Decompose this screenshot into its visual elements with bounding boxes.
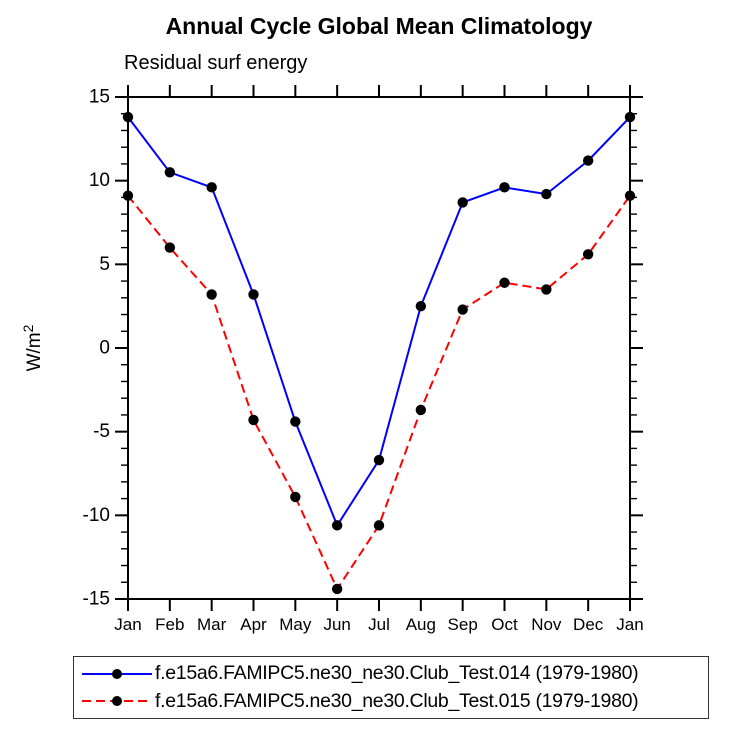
x-axis-tick-label: Oct [491, 615, 518, 634]
data-point-marker-0 [373, 454, 385, 466]
legend-marker-icon [112, 668, 122, 679]
data-point-marker-1 [541, 284, 552, 295]
data-point-marker-0 [331, 520, 343, 531]
data-point-marker-0 [164, 167, 176, 178]
data-point-marker-0 [457, 197, 468, 208]
data-point-marker-0 [624, 111, 636, 123]
data-point-marker-0 [499, 182, 510, 193]
x-axis-tick-label: Mar [197, 615, 227, 634]
data-point-marker-0 [206, 182, 217, 193]
x-axis-tick-label: May [279, 615, 312, 634]
data-point-marker-1 [248, 414, 259, 426]
legend-label-0: f.e15a6.FAMIPC5.ne30_ne30.Club_Test.014 … [155, 662, 639, 685]
data-point-marker-1 [122, 190, 134, 201]
data-point-marker-0 [415, 300, 427, 312]
y-axis-tick-label: 0 [99, 338, 110, 359]
x-axis-tick-label: Jan [114, 615, 141, 634]
legend-item-0: f.e15a6.FAMIPC5.ne30_ne30.Club_Test.014 … [79, 661, 708, 687]
chart-subtitle: Residual surf energy [124, 52, 308, 74]
legend-line-sample-solid [82, 668, 152, 679]
x-axis-tick-label: Jun [323, 615, 350, 634]
legend-marker-icon [112, 696, 122, 707]
data-point-marker-0 [290, 416, 301, 427]
data-point-marker-0 [582, 155, 594, 166]
data-point-marker-0 [248, 289, 259, 300]
data-point-marker-0 [122, 111, 134, 123]
x-axis-tick-label: Sep [448, 615, 478, 634]
data-point-marker-1 [164, 242, 176, 253]
x-axis-tick-label: Aug [406, 615, 436, 634]
x-axis-tick-label: Dec [573, 615, 604, 634]
data-point-marker-1 [499, 277, 510, 288]
y-axis-tick-label: -10 [83, 505, 110, 526]
x-axis-tick-label: Nov [531, 615, 562, 634]
x-axis-tick-label: Jul [368, 615, 390, 634]
data-point-marker-1 [290, 491, 301, 503]
x-axis-tick-label: Feb [155, 615, 184, 634]
y-axis-tick-label: 10 [89, 170, 110, 191]
y-axis-tick-label: -5 [93, 421, 110, 442]
x-axis-tick-label: Apr [240, 615, 267, 634]
plot-frame [127, 96, 631, 600]
y-axis-label: W/m2 [20, 324, 45, 371]
data-point-marker-1 [373, 520, 385, 531]
y-axis-tick-label: 5 [99, 254, 110, 275]
legend-item-1: f.e15a6.FAMIPC5.ne30_ne30.Club_Test.015 … [79, 688, 708, 714]
legend-line-sample-dashed [82, 696, 152, 707]
data-point-marker-1 [582, 249, 594, 260]
data-point-marker-0 [541, 188, 552, 200]
legend-label-1: f.e15a6.FAMIPC5.ne30_ne30.Club_Test.015 … [155, 689, 639, 712]
data-point-marker-1 [415, 404, 427, 416]
legend: f.e15a6.FAMIPC5.ne30_ne30.Club_Test.014 … [73, 656, 709, 719]
x-axis-tick-label: Jan [616, 615, 643, 634]
data-point-marker-1 [206, 289, 217, 300]
y-axis-tick-label: 15 [89, 87, 110, 108]
chart-title: Annual Cycle Global Mean Climatology [165, 13, 593, 39]
data-point-marker-1 [624, 190, 636, 201]
data-point-marker-1 [331, 583, 343, 595]
data-point-marker-1 [457, 304, 468, 315]
y-axis-tick-label: -15 [83, 589, 110, 610]
